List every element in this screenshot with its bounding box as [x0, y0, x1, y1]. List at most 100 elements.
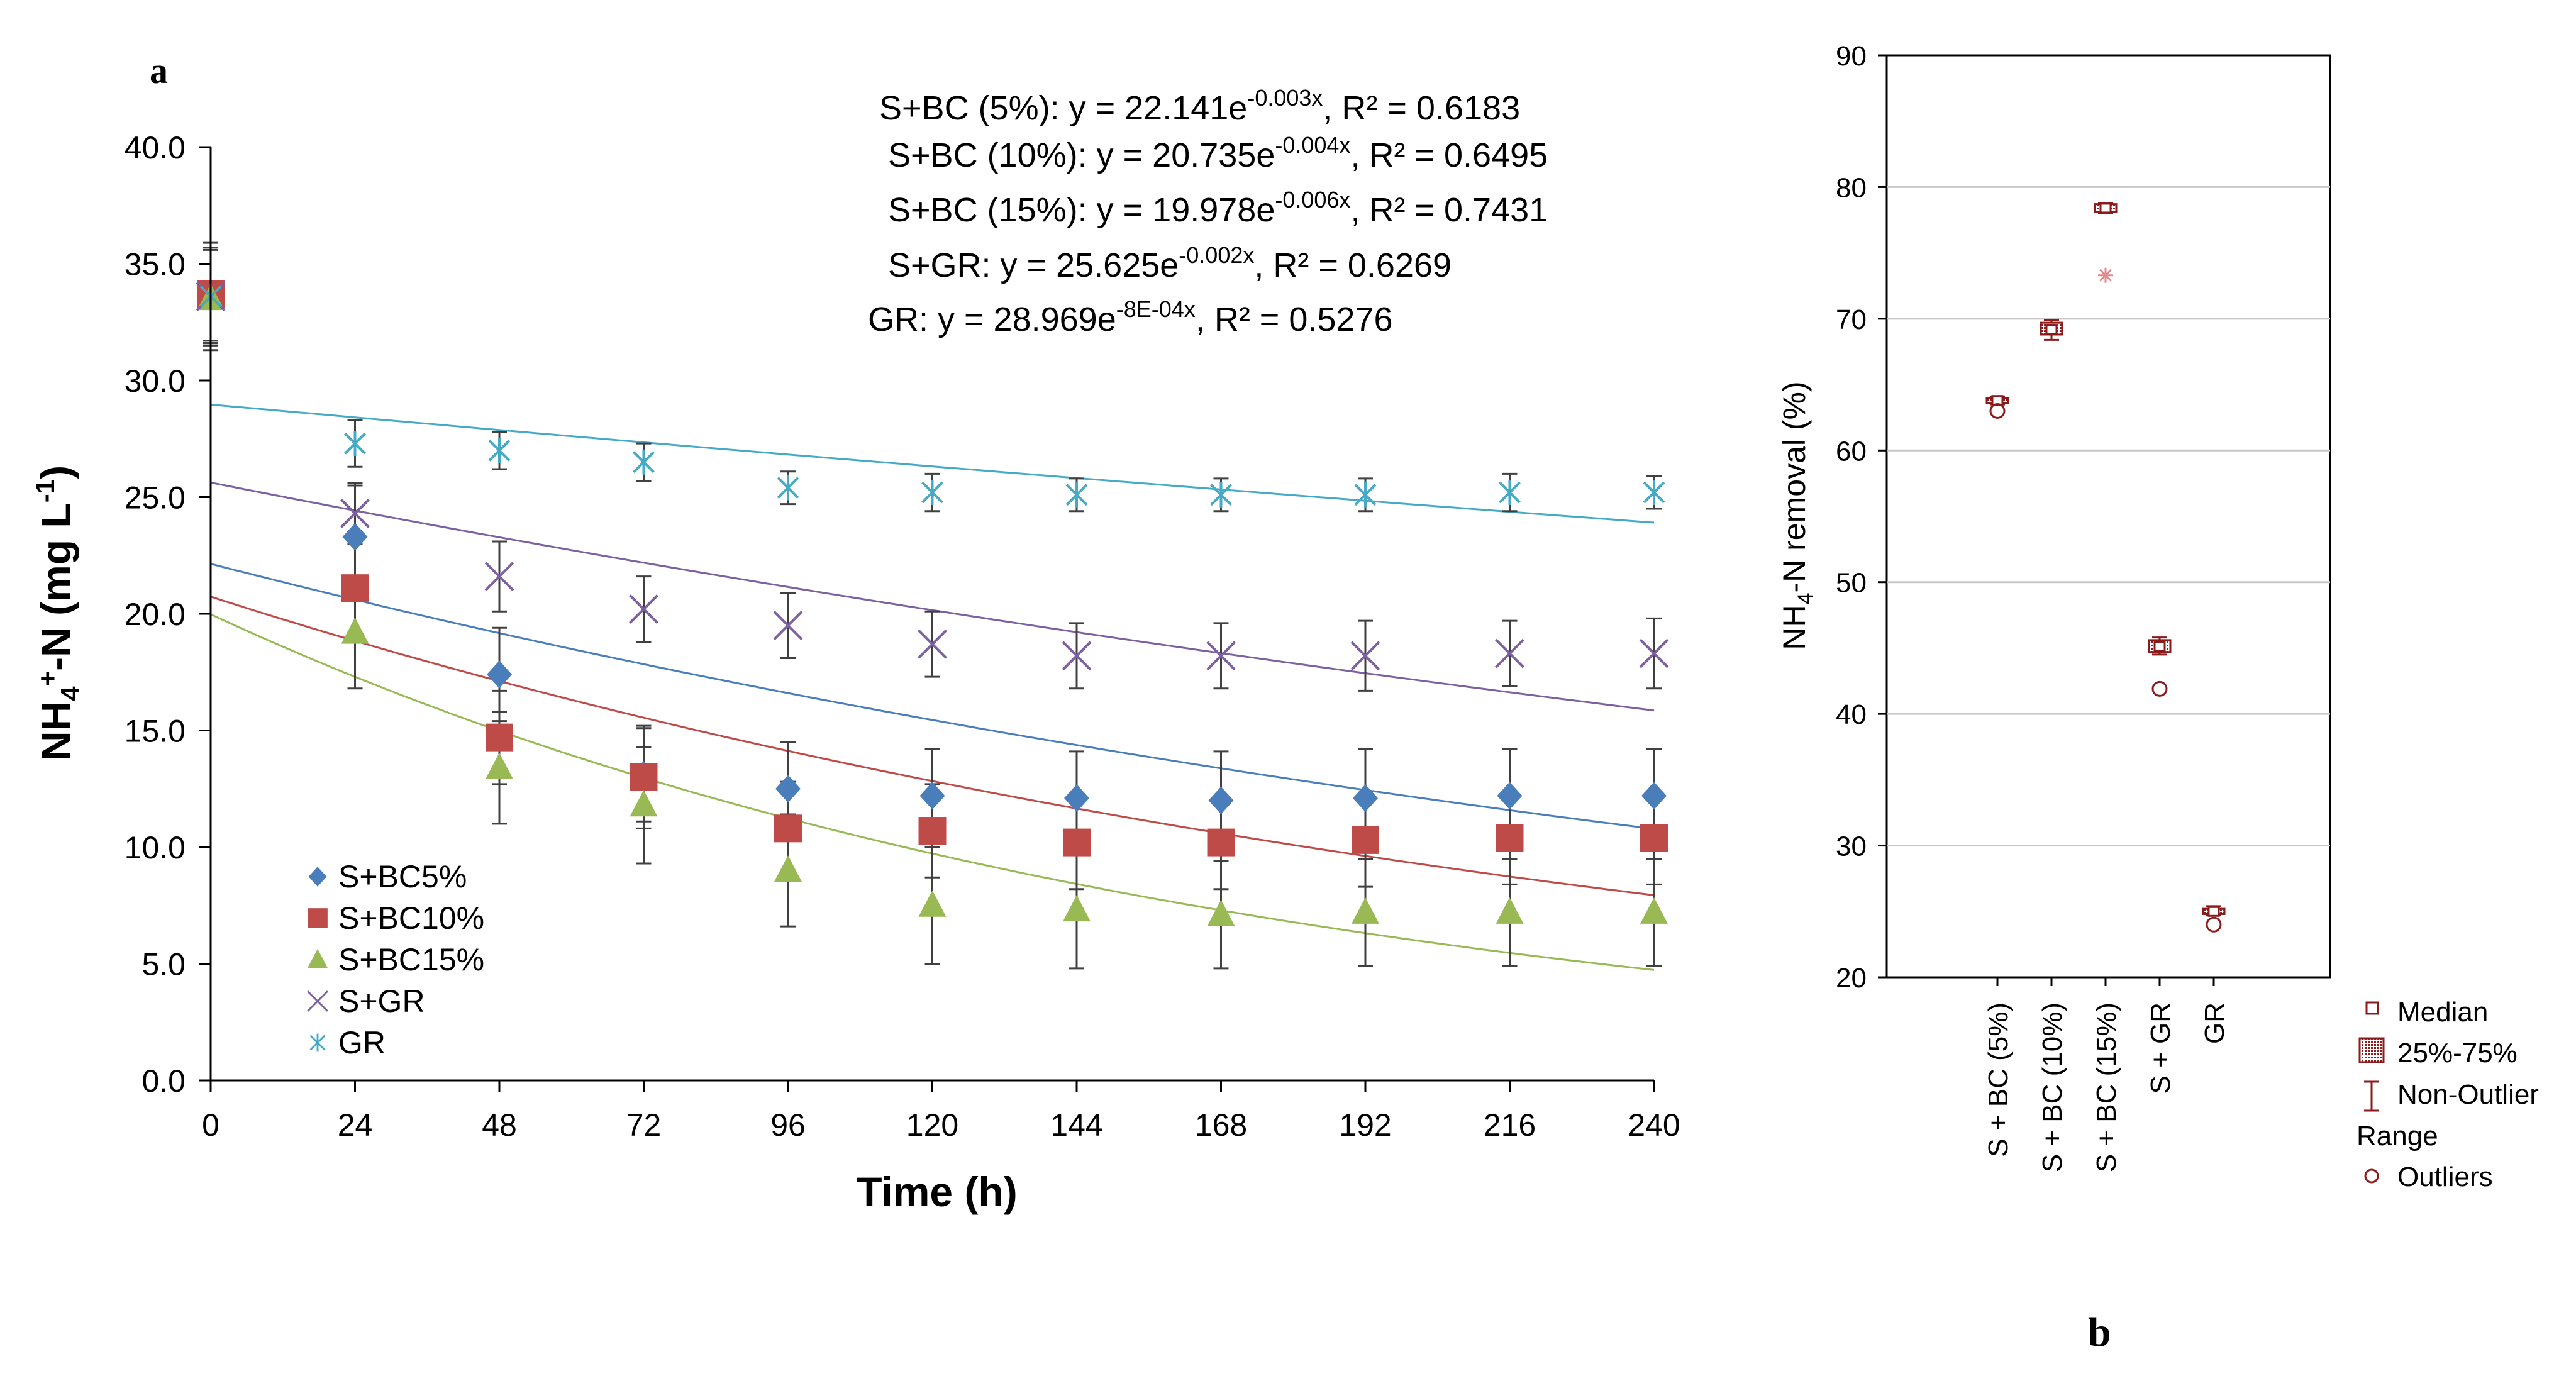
marker-s_bc10 [1496, 824, 1524, 852]
legend-b: Median 25%-75% Non-Outlier Range Outliers [2357, 997, 2539, 1192]
fit-line-s_gr [210, 481, 1655, 712]
marker-s_bc15 [918, 890, 947, 917]
box-4 [2202, 905, 2226, 933]
marker-s_bc10 [1640, 824, 1668, 852]
x-axis-title-a: Time (h) [857, 1168, 1017, 1215]
legend-label: S+BC5% [338, 859, 467, 894]
y-axis-title-b: NH4-N removal (%) [1777, 381, 1818, 650]
legend-swatch [308, 908, 328, 928]
median-marker [2153, 641, 2166, 652]
y-tick-label: 15.0 [125, 714, 186, 749]
marker-gr [1643, 480, 1665, 506]
x-ticks-a: 0 24 48 72 96 120 144 168 192 216 240 [202, 1080, 1680, 1143]
legend-median-swatch [2365, 1001, 2379, 1015]
median-marker [2099, 203, 2112, 214]
category-label: GR [2199, 1002, 2230, 1044]
y-tick-label: 10.0 [125, 830, 186, 865]
x-tick-label: 0 [202, 1107, 219, 1143]
x-tick-label: 72 [626, 1107, 662, 1143]
legend-outlier-swatch [2364, 1168, 2379, 1184]
marker-s_gr [629, 594, 658, 624]
chart-b: 20 30 40 50 60 70 80 90 S + BC (5%) S + BC (10%)… [1777, 41, 2539, 1192]
y-ticks-a: 0.0 5.0 10.0 15.0 20.0 25.0 30.0 35.0 40.0 [125, 130, 211, 1099]
marker-s_gr [1350, 641, 1380, 671]
legend-swatch [307, 990, 328, 1012]
legend-iqr-label: 25%-75% [2397, 1038, 2518, 1068]
legend-marker-s_bc15 [308, 948, 328, 968]
fit-line-gr [210, 403, 1655, 524]
x-tick-label: 144 [1050, 1107, 1102, 1143]
legend-outlier-label: Outliers [2397, 1162, 2493, 1192]
equation-gr: GR: y = 28.969e-8E-04x, R² = 0.5276 [868, 296, 1393, 338]
equation-s_bc10: S+BC (10%): y = 20.735e-0.004x, R² = 0.6… [888, 132, 1548, 174]
legend-marker-gr [309, 1033, 326, 1052]
y-tick-label: 60 [1836, 436, 1867, 467]
marker-s_bc5 [1353, 784, 1378, 813]
marker-s_bc10 [1063, 828, 1091, 857]
marker-s_bc15 [1063, 895, 1091, 922]
y-tick-label: 35.0 [125, 247, 186, 282]
legend-median-label: Median [2397, 997, 2488, 1028]
marker-s_gr [484, 562, 514, 592]
marker-s_bc5 [1497, 782, 1523, 810]
y-tick-label: 80 [1836, 172, 1867, 203]
x-tick-label: 24 [338, 1107, 373, 1143]
outlier-marker [2151, 680, 2168, 697]
y-tick-label: 5.0 [142, 947, 186, 982]
fit-equations: S+BC (5%): y = 22.141e-0.003x, R² = 0.61… [868, 85, 1548, 338]
chart-a: S+BC (5%): y = 22.141e-0.003x, R² = 0.61… [30, 85, 1680, 1215]
marker-gr [488, 438, 511, 463]
marker-s_bc10 [774, 814, 802, 843]
marker-gr [921, 480, 943, 506]
y-tick-label: 20.0 [125, 597, 186, 632]
marker-s_bc10 [1352, 826, 1379, 854]
marker-s_bc5 [1641, 782, 1667, 810]
legend-iqr-swatch [2358, 1037, 2385, 1063]
marker-s_gr [773, 611, 803, 640]
grid-b [1887, 186, 2330, 847]
marker-s_bc15 [1207, 899, 1235, 926]
legend-range-label: Non-Outlier [2397, 1079, 2539, 1110]
legend-item-s_bc5: S+BC5% [308, 859, 467, 894]
plot-frame-b [1885, 54, 2331, 979]
x-tick-label: 216 [1484, 1107, 1536, 1143]
marker-s_bc10 [630, 763, 658, 791]
legend-swatch [308, 867, 327, 887]
legend-item-s_bc10: S+BC10% [308, 901, 484, 936]
marker-gr [1354, 482, 1377, 508]
y-tick-label: 30 [1836, 831, 1867, 862]
legend-swatch [309, 1033, 326, 1052]
median-marker [2045, 324, 2058, 335]
marker-s_bc15 [341, 617, 369, 644]
marker-s_bc10 [486, 723, 513, 752]
outlier-marker [1989, 402, 2006, 419]
marker-s_bc5 [342, 523, 368, 551]
y-tick-label: 40.0 [125, 130, 186, 165]
y-tick-label: 70 [1836, 304, 1867, 335]
legend-label: S+GR [338, 984, 425, 1019]
legend-item-s_gr: S+GR [307, 984, 425, 1019]
marker-s_bc15 [774, 855, 802, 882]
box-1 [2040, 319, 2063, 341]
marker-s_bc15 [630, 790, 658, 817]
marker-s_bc5 [1208, 786, 1234, 814]
legend-label: S+BC15% [338, 942, 484, 977]
fit-line-s_bc5 [210, 563, 1655, 830]
box-2 [2094, 202, 2118, 283]
equation-s_bc5: S+BC (5%): y = 22.141e-0.003x, R² = 0.61… [879, 85, 1520, 127]
marker-s_bc5 [487, 660, 512, 689]
equation-s_gr: S+GR: y = 25.625e-0.002x, R² = 0.6269 [888, 242, 1452, 284]
legend-a: S+BC5% S+BC10% S+BC15% S+GR GR [307, 859, 484, 1060]
marker-s_bc10 [1207, 828, 1235, 857]
category-label: S + BC (15%) [2091, 1002, 2122, 1172]
panel-label-b: b [2088, 1309, 2111, 1355]
marker-gr [633, 449, 655, 475]
legend-item-gr: GR [309, 1025, 386, 1060]
y-tick-label: 0.0 [142, 1063, 186, 1099]
legend-label: GR [338, 1025, 386, 1060]
x-tick-label: 240 [1628, 1107, 1680, 1143]
y-tick-label: 40 [1836, 699, 1867, 730]
marker-gr [1499, 480, 1521, 506]
legend-item-s_bc15: S+BC15% [308, 942, 484, 977]
